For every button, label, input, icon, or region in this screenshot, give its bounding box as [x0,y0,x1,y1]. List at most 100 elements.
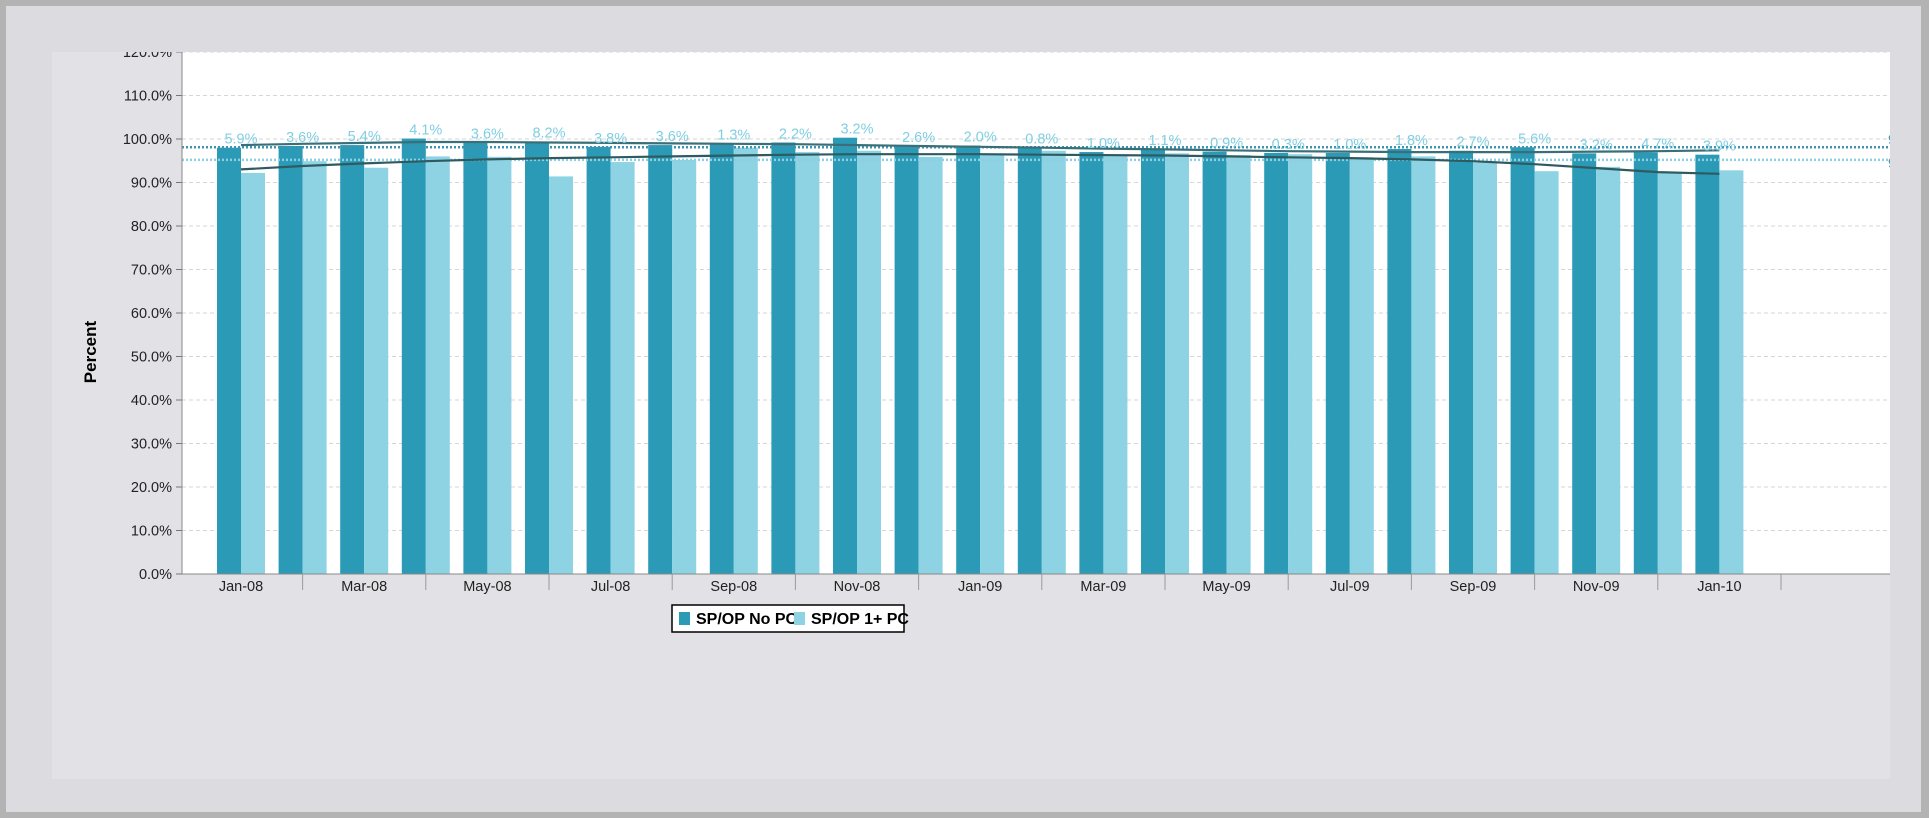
legend-box [671,604,905,633]
bar-1plus-pc [1041,150,1066,574]
x-tick-label: May-09 [1202,579,1250,595]
data-label: 3.8% [594,131,627,147]
x-tick-label: Sep-09 [1450,579,1497,595]
bar-no-pc [401,138,426,574]
bar-1plus-pc [1411,156,1436,574]
y-tick-label: 80.0% [131,219,172,235]
data-label: 2.7% [1456,135,1489,151]
data-label: 1.0% [1333,137,1366,153]
bar-no-pc [1141,149,1165,574]
bar-no-pc [1449,150,1473,574]
data-label: 3.6% [286,130,319,146]
bar-no-pc [1017,147,1042,574]
bar-1plus-pc [610,162,635,574]
data-label: 0.3% [1272,137,1305,153]
bar-1plus-pc [302,161,327,574]
legend-label-1plus-pc: SP/OP 1+ PC [811,611,909,628]
bar-no-pc [956,145,981,574]
bar-no-pc [1572,153,1597,574]
data-label: 0.8% [1025,132,1058,148]
data-label: 5.4% [348,129,381,145]
bar-1plus-pc [672,159,697,574]
data-label: 1.1% [1148,133,1181,149]
x-tick-label: Sep-08 [710,579,757,595]
bar-1plus-pc [1657,172,1682,574]
bar-1plus-pc [795,152,820,575]
data-label: 4.1% [409,123,442,139]
x-tick-label: Jul-09 [1330,579,1370,595]
y-tick-label: 40.0% [131,393,172,409]
bar-1plus-pc [1103,156,1128,574]
data-label: 2.0% [964,130,997,146]
axes: 0.0% 10.0% 20.0% 30.0% 40.0% 50.0% 60.0% 70.0% 8… [123,52,1890,595]
bar-no-pc [1079,152,1104,575]
bar-no-pc [525,141,549,575]
bar-1plus-pc [487,156,512,574]
y-tick-label: 110.0% [124,89,172,105]
bar-1plus-pc [918,156,943,574]
bar-1plus-pc [1288,154,1313,574]
x-tick-label: Jan-10 [1697,579,1741,595]
bar-1plus-pc [1596,166,1621,574]
bar-1plus-pc [1719,170,1744,574]
reference-line-label: 98.1 [1888,132,1890,148]
x-tick-label: Jan-09 [958,579,1002,595]
data-label: 4.7% [1641,136,1674,152]
legend: SP/OP No PC SP/OP 1+ PC [671,604,909,633]
bar-no-pc [278,145,303,574]
y-tick-label: 60.0% [131,306,172,322]
bar-1plus-pc [1349,157,1374,574]
bar-no-pc [463,142,488,574]
y-tick-label: 50.0% [131,350,172,366]
data-label: 3.9% [1703,139,1736,155]
bar-no-pc [648,145,673,574]
chart: 98.1 95.2 5.9% 3.6% 5.4% 4.1% 3.6% 8.2% 3.8% 3.6… [81,52,1890,633]
x-tick-label: Nov-08 [834,579,881,595]
x-tick-label: May-08 [463,579,511,595]
bar-1plus-pc [1165,153,1189,574]
data-label: 5.9% [224,132,257,148]
bar-1plus-pc [1534,171,1559,574]
bar-no-pc [1325,152,1350,575]
data-label: 2.2% [779,126,812,142]
data-label: 0.9% [1210,136,1243,152]
data-label: 8.2% [532,126,565,142]
bar-no-pc [771,142,796,574]
bar-1plus-pc [857,150,881,574]
data-label: 3.2% [1580,137,1613,153]
bar-1plus-pc [364,167,389,574]
chart-panel: 98.1 95.2 5.9% 3.6% 5.4% 4.1% 3.6% 8.2% 3.8% 3.6… [52,52,1890,779]
legend-swatch-no-pc [679,612,690,625]
reference-line-label: 95.2 [1888,156,1890,172]
bar-no-pc [586,146,611,574]
x-tick-label: Jan-08 [219,579,263,595]
trend-lines [240,140,1720,175]
trend-line [240,153,1720,175]
data-label: 3.6% [471,126,504,142]
bar-1plus-pc [425,156,450,574]
bar-no-pc [340,145,365,574]
bar-1plus-pc [549,176,573,574]
legend-swatch-1plus-pc [794,612,805,625]
outer-frame: 98.1 95.2 5.9% 3.6% 5.4% 4.1% 3.6% 8.2% 3.8% 3.6… [6,6,1921,812]
bar-no-pc [1387,149,1412,574]
data-label: 1.3% [717,127,750,143]
bar-1plus-pc [733,147,758,574]
y-tick-label: 90.0% [131,176,172,192]
y-tick-label: 0.0% [139,567,172,583]
bar-no-pc [709,143,734,574]
bar-no-pc [1510,147,1535,574]
y-tick-label: 70.0% [131,263,172,279]
data-label: 2.6% [902,130,935,146]
y-tick-label: 100.0% [123,132,172,148]
x-tick-label: Jul-08 [591,579,631,595]
bar-1plus-pc [1226,155,1251,574]
data-label: 5.6% [1518,131,1551,147]
trend-line [240,140,1720,154]
data-labels: 5.9% 3.6% 5.4% 4.1% 3.6% 8.2% 3.8% 3.6% 1.3% 2.2%… [224,122,1736,155]
legend-label-no-pc: SP/OP No PC [696,611,798,628]
data-label: 1.8% [1395,133,1428,149]
bar-no-pc [1202,151,1227,574]
bar-1plus-pc [1473,162,1497,574]
x-tick-label: Nov-09 [1573,579,1620,595]
